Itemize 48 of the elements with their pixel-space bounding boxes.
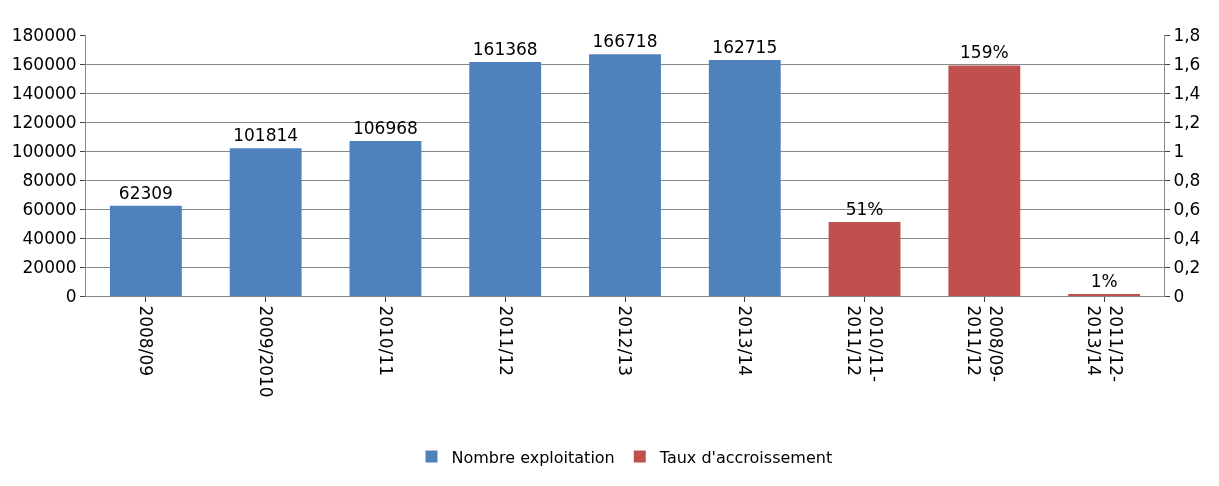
y-tick-label: 160000 <box>11 53 77 74</box>
x-tick-label: 2011/12-2013/14 <box>1083 305 1126 383</box>
y2-tick-label: 1 <box>1173 140 1185 161</box>
y-tick-label: 180000 <box>11 24 77 45</box>
y2-tick-label: 0,2 <box>1173 256 1201 277</box>
y2-tick-label: 0,4 <box>1173 227 1201 248</box>
data-label: 1% <box>1090 271 1118 291</box>
y-tick-label: 0 <box>65 285 77 306</box>
y2-tick-label: 1,8 <box>1173 24 1201 45</box>
data-label: 101814 <box>233 125 299 146</box>
y2-tick-label: 0,8 <box>1173 169 1201 190</box>
x-tick-label: 2010/11-2011/12 <box>843 305 887 383</box>
data-label: 106968 <box>352 117 418 138</box>
data-label: 62309 <box>118 182 173 203</box>
data-label: 161368 <box>472 39 538 60</box>
y-tick-label: 100000 <box>11 140 77 161</box>
x-tick-label: 2012/13 <box>615 305 636 377</box>
x-tick-label: 2009/2010 <box>256 305 277 398</box>
data-label: 166718 <box>592 31 658 52</box>
legend-label: Taux d'accroissement <box>658 447 833 467</box>
y2-tick-label: 1,2 <box>1173 111 1201 132</box>
x-tick-label: 2008/09-2011/12 <box>963 305 1006 383</box>
bar <box>708 60 781 296</box>
x-tick-label: 2013/14 <box>735 305 756 377</box>
y-tick-label: 140000 <box>11 82 77 103</box>
bar <box>109 205 182 296</box>
y2-tick-label: 0 <box>1173 285 1185 306</box>
bar <box>589 54 661 296</box>
bar <box>948 65 1021 296</box>
bar <box>828 222 901 296</box>
data-label: 51% <box>845 199 884 220</box>
bar <box>349 140 422 296</box>
y-tick-label: 60000 <box>22 198 77 219</box>
y-tick-label: 40000 <box>22 227 77 248</box>
x-tick-label: 2010/11 <box>375 305 396 377</box>
x-tick-label: 2011/12 <box>495 305 516 377</box>
y-tick-label: 20000 <box>22 256 77 277</box>
bar <box>469 62 542 296</box>
y2-tick-label: 1,4 <box>1173 82 1201 103</box>
y2-tick-label: 0,6 <box>1173 198 1201 219</box>
x-tick-label: 2008/09 <box>136 305 157 377</box>
y2-tick-label: 1,6 <box>1173 53 1201 74</box>
y-tick-label: 80000 <box>22 169 77 190</box>
y-tick-label: 120000 <box>11 111 77 132</box>
data-label: 162715 <box>712 37 778 58</box>
data-label: 159% <box>960 42 1009 63</box>
bar <box>229 148 302 296</box>
legend-label: Nombre exploitation <box>451 447 615 467</box>
